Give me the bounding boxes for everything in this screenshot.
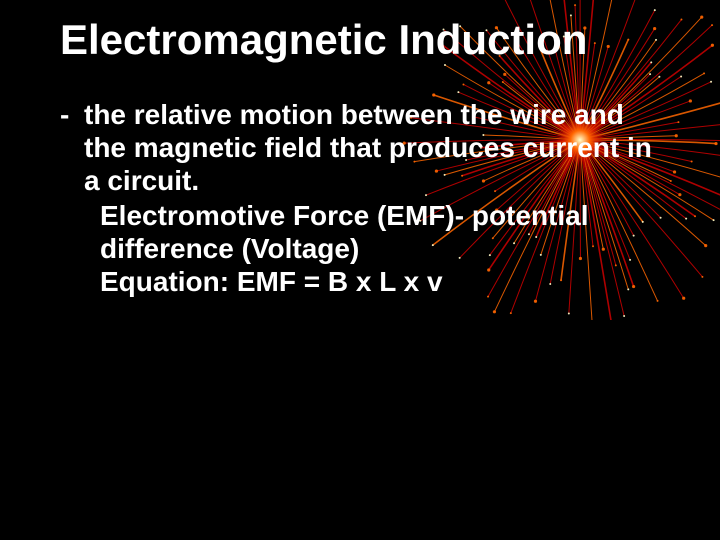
bullet-list: - the relative motion between the wire a… (60, 98, 660, 197)
continuation-line: Electromotive Force (EMF)- potential dif… (60, 199, 660, 265)
slide-body: - the relative motion between the wire a… (60, 98, 660, 298)
continuation-line: Equation: EMF = B x L x v (60, 265, 660, 298)
slide-title: Electromagnetic Induction (60, 18, 660, 62)
slide: Electromagnetic Induction - the relative… (0, 0, 720, 540)
bullet-text: the relative motion between the wire and… (84, 98, 660, 197)
bullet-item: - the relative motion between the wire a… (60, 98, 660, 197)
bullet-marker: - (60, 98, 70, 197)
